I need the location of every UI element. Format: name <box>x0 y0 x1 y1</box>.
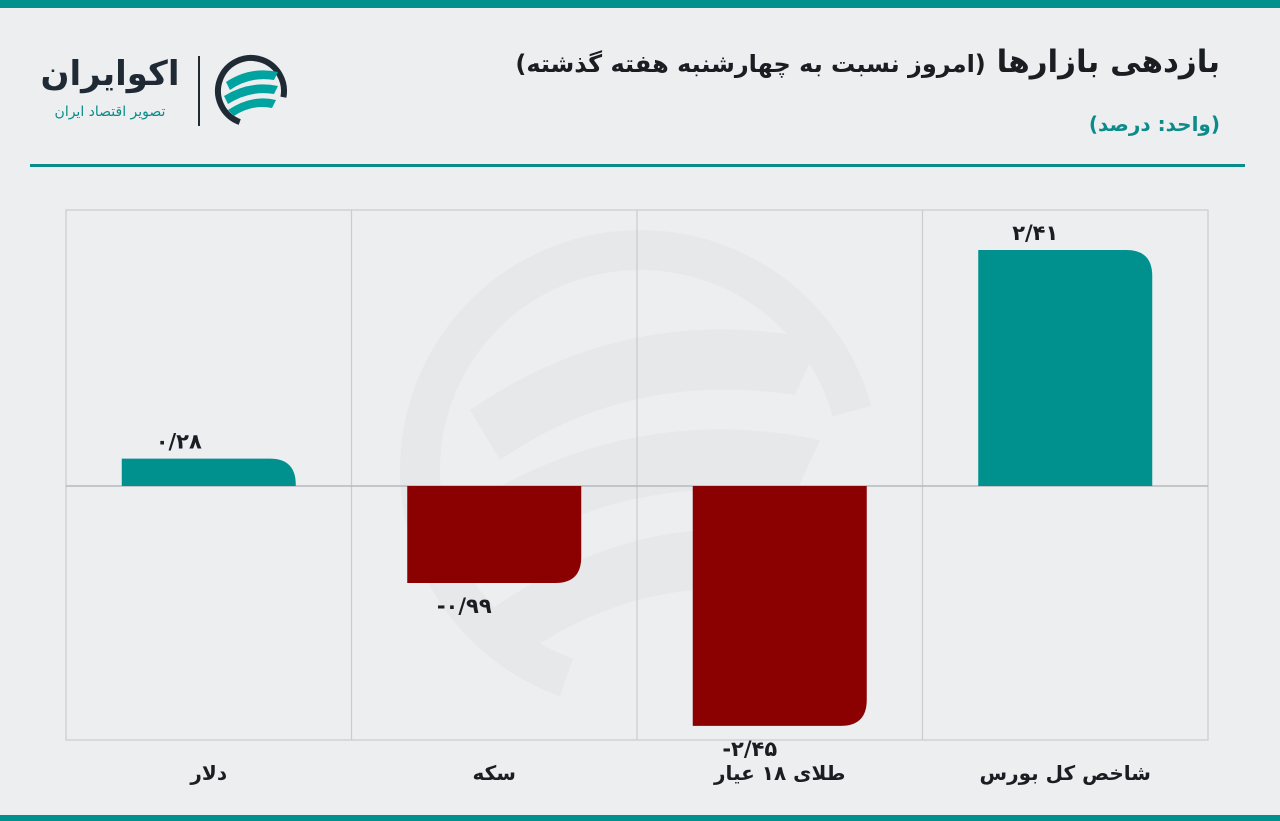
top-accent-strip <box>0 0 1280 8</box>
data-label: ۰/۲۸ <box>156 430 202 454</box>
category-label: دلار <box>189 761 227 785</box>
title-text: بازدهی بازارها <box>996 44 1220 80</box>
bar <box>692 486 867 726</box>
bottom-accent-strip <box>0 815 1280 821</box>
bar <box>978 250 1153 486</box>
title-subtitle: (امروز نسبت به چهارشنبه هفته گذشته) <box>515 50 986 78</box>
logo: اکوایران تصویر اقتصاد ایران <box>30 52 290 132</box>
logo-name: اکوایران <box>40 54 180 94</box>
logo-tagline: تصویر اقتصاد ایران <box>54 104 166 120</box>
category-label: طلای ۱۸ عیار <box>713 761 846 785</box>
logo-divider <box>198 56 200 126</box>
chart-title: بازدهی بازارها (امروز نسبت به چهارشنبه ه… <box>340 44 1220 80</box>
header-divider <box>30 164 1245 167</box>
bar <box>407 486 582 583</box>
data-label: -۰/۹۹ <box>437 594 492 618</box>
category-label: شاخص کل بورس <box>980 761 1151 785</box>
unit-label: (واحد: درصد) <box>1088 112 1220 136</box>
logo-mark-icon <box>215 55 287 127</box>
category-label: سکه <box>473 761 516 785</box>
bar <box>121 458 296 486</box>
data-label: -۲/۴۵ <box>722 737 777 761</box>
data-label: ۲/۴۱ <box>1012 221 1058 245</box>
